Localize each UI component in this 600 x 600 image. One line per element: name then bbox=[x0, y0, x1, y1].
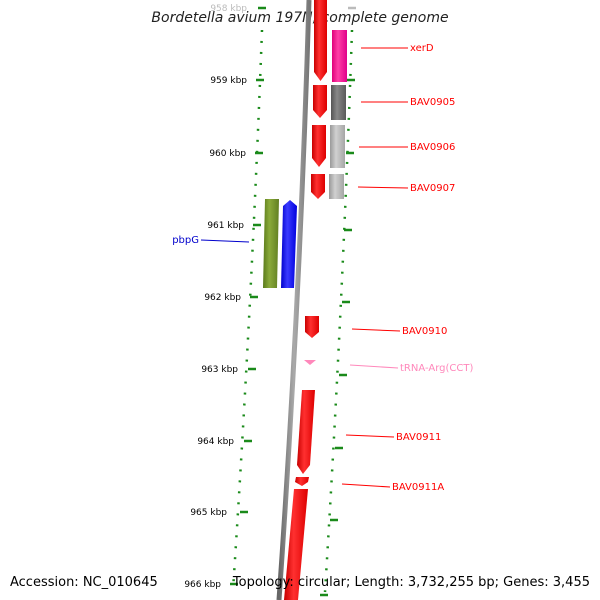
kbp-label-960: 960 kbp bbox=[209, 149, 246, 159]
gene-label-xerD[interactable]: xerD bbox=[410, 43, 434, 54]
category-xerD bbox=[332, 30, 347, 82]
gene-label-tRNA-Arg[interactable]: tRNA-Arg(CCT) bbox=[400, 363, 473, 374]
kbp-label-965: 965 kbp bbox=[190, 508, 227, 518]
gene-xerD-feature[interactable] bbox=[314, 0, 327, 81]
kbp-label-961: 961 kbp bbox=[207, 221, 244, 231]
gene-label-BAV0906[interactable]: BAV0906 bbox=[410, 142, 455, 153]
kbp-label-966: 966 kbp bbox=[184, 580, 221, 590]
leader-BAV0911 bbox=[345, 434, 395, 438]
ruler-left-track bbox=[231, 29, 264, 591]
gene-BAV0910-feature[interactable] bbox=[305, 316, 319, 338]
gene-label-BAV0911[interactable]: BAV0911 bbox=[396, 432, 441, 443]
category-BAV0907 bbox=[329, 174, 344, 199]
leader-pbpG bbox=[200, 239, 250, 243]
kbp-label-962: 962 kbp bbox=[204, 293, 241, 303]
gene-BAV0907-feature[interactable] bbox=[311, 174, 325, 199]
gene-BAV0905-feature[interactable] bbox=[313, 85, 327, 118]
kbp-label-963: 963 kbp bbox=[201, 365, 238, 375]
leader-BAV0910 bbox=[351, 328, 401, 332]
ruler-labels: 958 kbp 959 kbp 960 kbp 961 kbp 962 kbp … bbox=[184, 4, 247, 590]
genome-backbone bbox=[276, 0, 312, 600]
leader-tRNA bbox=[349, 364, 399, 369]
forward-strand-genes bbox=[284, 0, 327, 600]
ruler-right-track bbox=[323, 29, 354, 593]
ruler-ticks bbox=[230, 6, 356, 597]
gene-BAV0911-feature[interactable] bbox=[297, 390, 315, 474]
gene-tRNA-Arg-feature[interactable] bbox=[304, 360, 316, 365]
reverse-strand-genes bbox=[263, 199, 297, 288]
leader-BAV0911A bbox=[341, 483, 391, 488]
gene-BAV0911A-feature[interactable] bbox=[295, 477, 309, 486]
category-pbpG bbox=[263, 199, 279, 288]
gene-label-BAV0907[interactable]: BAV0907 bbox=[410, 183, 455, 194]
gene-labels: xerD BAV0905 BAV0906 BAV0907 pbpG BAV091… bbox=[172, 43, 473, 493]
gene-BAV0906-feature[interactable] bbox=[312, 125, 326, 167]
accession-text: Accession: NC_010645 bbox=[10, 575, 158, 590]
gene-pbpG-feature[interactable] bbox=[281, 200, 297, 288]
map-title: Bordetella avium 197N, complete genome bbox=[151, 10, 449, 26]
gene-label-BAV0905[interactable]: BAV0905 bbox=[410, 97, 455, 108]
category-BAV0905 bbox=[331, 85, 346, 120]
genome-summary-text: Topology: circular; Length: 3,732,255 bp… bbox=[232, 575, 590, 590]
kbp-label-964: 964 kbp bbox=[197, 437, 234, 447]
gene-label-pbpG[interactable]: pbpG bbox=[172, 235, 199, 246]
kbp-label-959: 959 kbp bbox=[210, 76, 247, 86]
gene-label-BAV0910[interactable]: BAV0910 bbox=[402, 326, 447, 337]
gene-label-BAV0911A[interactable]: BAV0911A bbox=[392, 482, 444, 493]
gene-next-feature[interactable] bbox=[284, 489, 308, 600]
category-BAV0906 bbox=[330, 125, 345, 168]
label-leaders bbox=[200, 47, 409, 488]
leader-BAV0907 bbox=[357, 186, 409, 189]
category-band bbox=[329, 30, 347, 199]
kbp-label-958: 958 kbp bbox=[210, 4, 247, 14]
